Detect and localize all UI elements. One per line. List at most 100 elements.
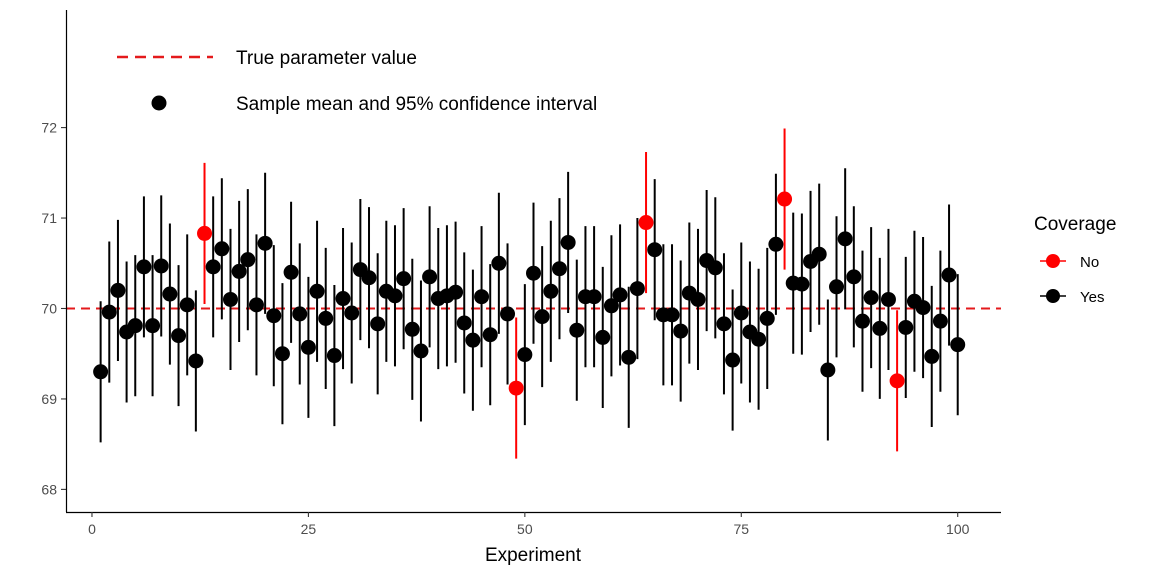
sample-mean-point: [491, 255, 507, 271]
sample-mean-point: [214, 241, 230, 257]
x-axis-title: Experiment: [485, 545, 582, 566]
sample-mean-point: [274, 346, 290, 362]
sample-mean-point: [482, 327, 498, 343]
sample-mean-point: [413, 343, 429, 359]
sample-mean-point: [456, 315, 472, 331]
legend-title: Coverage: [1034, 214, 1116, 235]
sample-mean-point: [880, 291, 896, 307]
plot-area: [66, 128, 1001, 459]
sample-mean-point: [915, 300, 931, 316]
y-tick-label: 71: [41, 210, 57, 226]
sample-mean-point: [309, 283, 325, 299]
sample-mean-point: [136, 259, 152, 275]
sample-mean-point: [543, 283, 559, 299]
sample-mean-point: [205, 259, 221, 275]
sample-mean-point: [673, 323, 689, 339]
sample-mean-point: [248, 297, 264, 313]
y-tick-label: 72: [41, 120, 57, 136]
sample-mean-point: [863, 290, 879, 306]
sample-mean-point: [300, 339, 316, 355]
sample-mean-point: [526, 265, 541, 281]
sample-mean-point: [110, 282, 126, 298]
sample-mean-point: [924, 348, 940, 364]
sample-mean-point: [829, 279, 845, 295]
sample-mean-point: [508, 380, 524, 396]
sample-mean-point: [647, 242, 663, 258]
sample-mean-point: [898, 319, 914, 335]
legend-no-label: No: [1080, 254, 1099, 271]
sample-mean-point: [422, 269, 438, 285]
sample-mean-point: [93, 364, 109, 380]
y-tick-label: 68: [41, 481, 57, 497]
sample-mean-point: [404, 321, 420, 337]
sample-mean-point: [932, 313, 948, 329]
coverage-legend: Coverage No Yes: [1034, 214, 1116, 306]
sample-mean-point: [612, 287, 628, 303]
y-axis-ticks: 68 69 70 71 72: [41, 120, 66, 497]
sample-mean-point: [361, 270, 377, 286]
sample-mean-legend-label: Sample mean and 95% confidence interval: [236, 94, 597, 115]
x-tick-label: 25: [301, 521, 317, 537]
inner-legend: True parameter value Sample mean and 95%…: [117, 48, 597, 115]
y-tick-label: 70: [41, 300, 57, 316]
sample-mean-point: [820, 362, 836, 378]
sample-mean-point: [837, 231, 853, 247]
sample-mean-point: [664, 307, 680, 323]
true-value-legend-label: True parameter value: [236, 48, 417, 69]
sample-mean-legend-dot: [151, 95, 167, 111]
sample-mean-point: [283, 264, 299, 280]
sample-mean-point: [188, 353, 204, 369]
sample-mean-point: [603, 298, 619, 314]
sample-mean-point: [448, 284, 464, 300]
sample-mean-point: [257, 235, 273, 251]
sample-mean-point: [465, 332, 481, 348]
sample-mean-point: [733, 305, 749, 321]
sample-mean-point: [872, 320, 888, 336]
sample-mean-point: [292, 306, 308, 322]
sample-mean-point: [621, 349, 637, 365]
sample-mean-point: [145, 318, 161, 334]
sample-mean-point: [370, 316, 386, 332]
sample-mean-point: [101, 304, 117, 320]
sample-mean-point: [335, 291, 351, 307]
x-tick-label: 0: [88, 521, 96, 537]
sample-mean-point: [889, 373, 905, 389]
y-tick-label: 69: [41, 391, 57, 407]
sample-mean-point: [794, 276, 810, 292]
sample-mean-point: [768, 236, 784, 252]
sample-mean-point: [387, 288, 403, 304]
sample-mean-point: [474, 289, 490, 305]
sample-mean-point: [162, 286, 178, 302]
sample-mean-point: [153, 258, 169, 274]
sample-mean-point: [586, 289, 602, 305]
sample-mean-point: [396, 271, 412, 287]
sample-mean-point: [690, 291, 706, 307]
sample-mean-point: [759, 310, 775, 326]
sample-mean-point: [595, 329, 611, 345]
sample-mean-point: [326, 348, 342, 364]
sample-mean-point: [240, 252, 256, 268]
sample-mean-point: [811, 246, 827, 262]
sample-mean-point: [846, 269, 862, 285]
legend-yes-dot: [1046, 289, 1060, 303]
x-axis-ticks: 0 25 50 75 100: [88, 512, 970, 537]
sample-mean-point: [266, 308, 282, 324]
sample-mean-point: [231, 263, 247, 279]
sample-mean-point: [777, 191, 793, 207]
sample-mean-point: [638, 215, 654, 231]
sample-mean-point: [751, 331, 767, 347]
sample-mean-point: [127, 318, 143, 334]
sample-mean-point: [517, 347, 533, 363]
sample-mean-point: [854, 313, 870, 329]
sample-mean-point: [197, 225, 213, 241]
x-tick-label: 75: [733, 521, 749, 537]
sample-mean-point: [716, 316, 732, 332]
sample-mean-point: [344, 305, 360, 321]
sample-mean-point: [551, 261, 567, 277]
legend-yes-label: Yes: [1080, 289, 1104, 306]
x-tick-label: 100: [946, 521, 970, 537]
sample-mean-point: [534, 309, 550, 325]
sample-mean-point: [222, 291, 238, 307]
sample-mean-point: [171, 328, 187, 344]
sample-mean-point: [569, 322, 585, 338]
